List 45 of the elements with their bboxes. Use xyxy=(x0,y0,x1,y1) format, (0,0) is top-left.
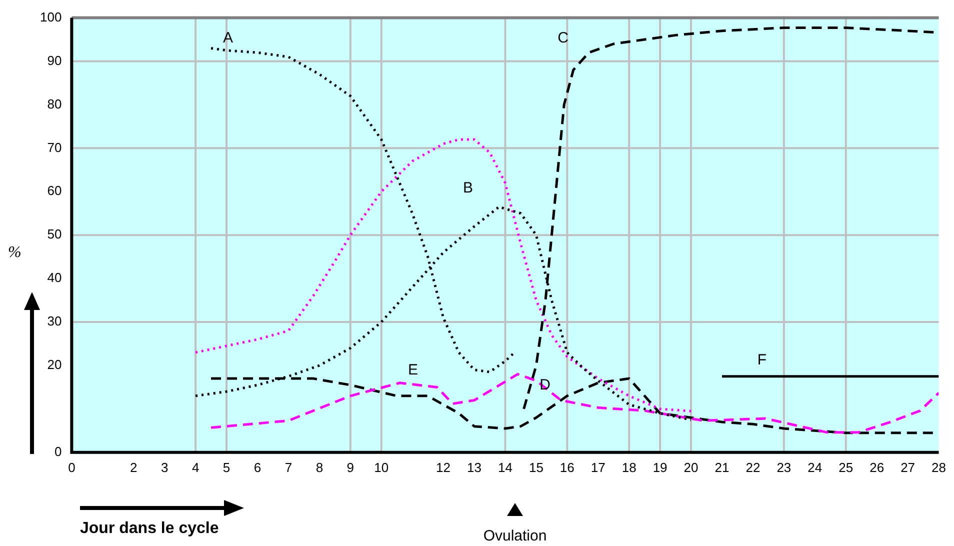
y-tick-label: 20 xyxy=(47,357,62,372)
y-tick-label: 40 xyxy=(47,270,62,286)
x-tick-label: 15 xyxy=(528,460,544,475)
x-tick-label: 0 xyxy=(68,460,76,475)
y-tick-label: 80 xyxy=(47,96,62,112)
x-tick-label: 20 xyxy=(684,460,698,475)
x-tick-label: 12 xyxy=(436,460,451,475)
x-tick-label: 6 xyxy=(254,460,262,475)
x-tick-label: 25 xyxy=(838,460,854,475)
y-tick-label: 30 xyxy=(47,314,62,329)
x-tick-label: 26 xyxy=(870,460,884,475)
x-tick-label: 27 xyxy=(900,460,916,475)
x-tick-label: 13 xyxy=(467,460,482,475)
x-tick-label: 16 xyxy=(560,460,574,475)
x-axis-title: Jour dans le cycle xyxy=(80,520,219,538)
y-tick-label: 90 xyxy=(47,52,62,68)
x-tick-label: 2 xyxy=(130,460,138,475)
x-tick-label: 10 xyxy=(374,460,389,475)
x-tick-label: 18 xyxy=(622,460,636,475)
x-tick-label: 17 xyxy=(590,460,606,475)
y-tick-label: 60 xyxy=(47,183,62,198)
y-tick-label: 100 xyxy=(40,9,62,24)
x-tick-label: 7 xyxy=(284,460,292,475)
x-tick-label: 28 xyxy=(932,460,946,475)
x-tick-label: 22 xyxy=(746,460,760,475)
y-axis-title: % xyxy=(8,244,22,262)
annotation: C xyxy=(558,30,568,46)
x-tick-label: 23 xyxy=(776,460,792,475)
y-tick-label: 50 xyxy=(47,226,62,242)
annotation: A xyxy=(222,30,234,46)
x-tick-label: 19 xyxy=(652,460,668,475)
annotation: F xyxy=(757,352,767,368)
x-tick-label: 5 xyxy=(222,460,230,475)
x-tick-label: 8 xyxy=(316,460,324,475)
x-tick-label: 3 xyxy=(160,460,168,475)
x-tick-label: 4 xyxy=(192,460,200,475)
text: Ovulation xyxy=(483,528,547,544)
x-tick-label: 21 xyxy=(714,460,730,475)
y-tick-label: 0 xyxy=(54,444,62,459)
x-tick-label: 14 xyxy=(498,460,512,475)
annotation: B xyxy=(462,180,474,196)
annotation: E xyxy=(408,362,418,378)
x-tick-label: 9 xyxy=(346,460,354,475)
y-tick-label: 70 xyxy=(47,140,62,155)
x-tick-label: 24 xyxy=(808,460,822,475)
